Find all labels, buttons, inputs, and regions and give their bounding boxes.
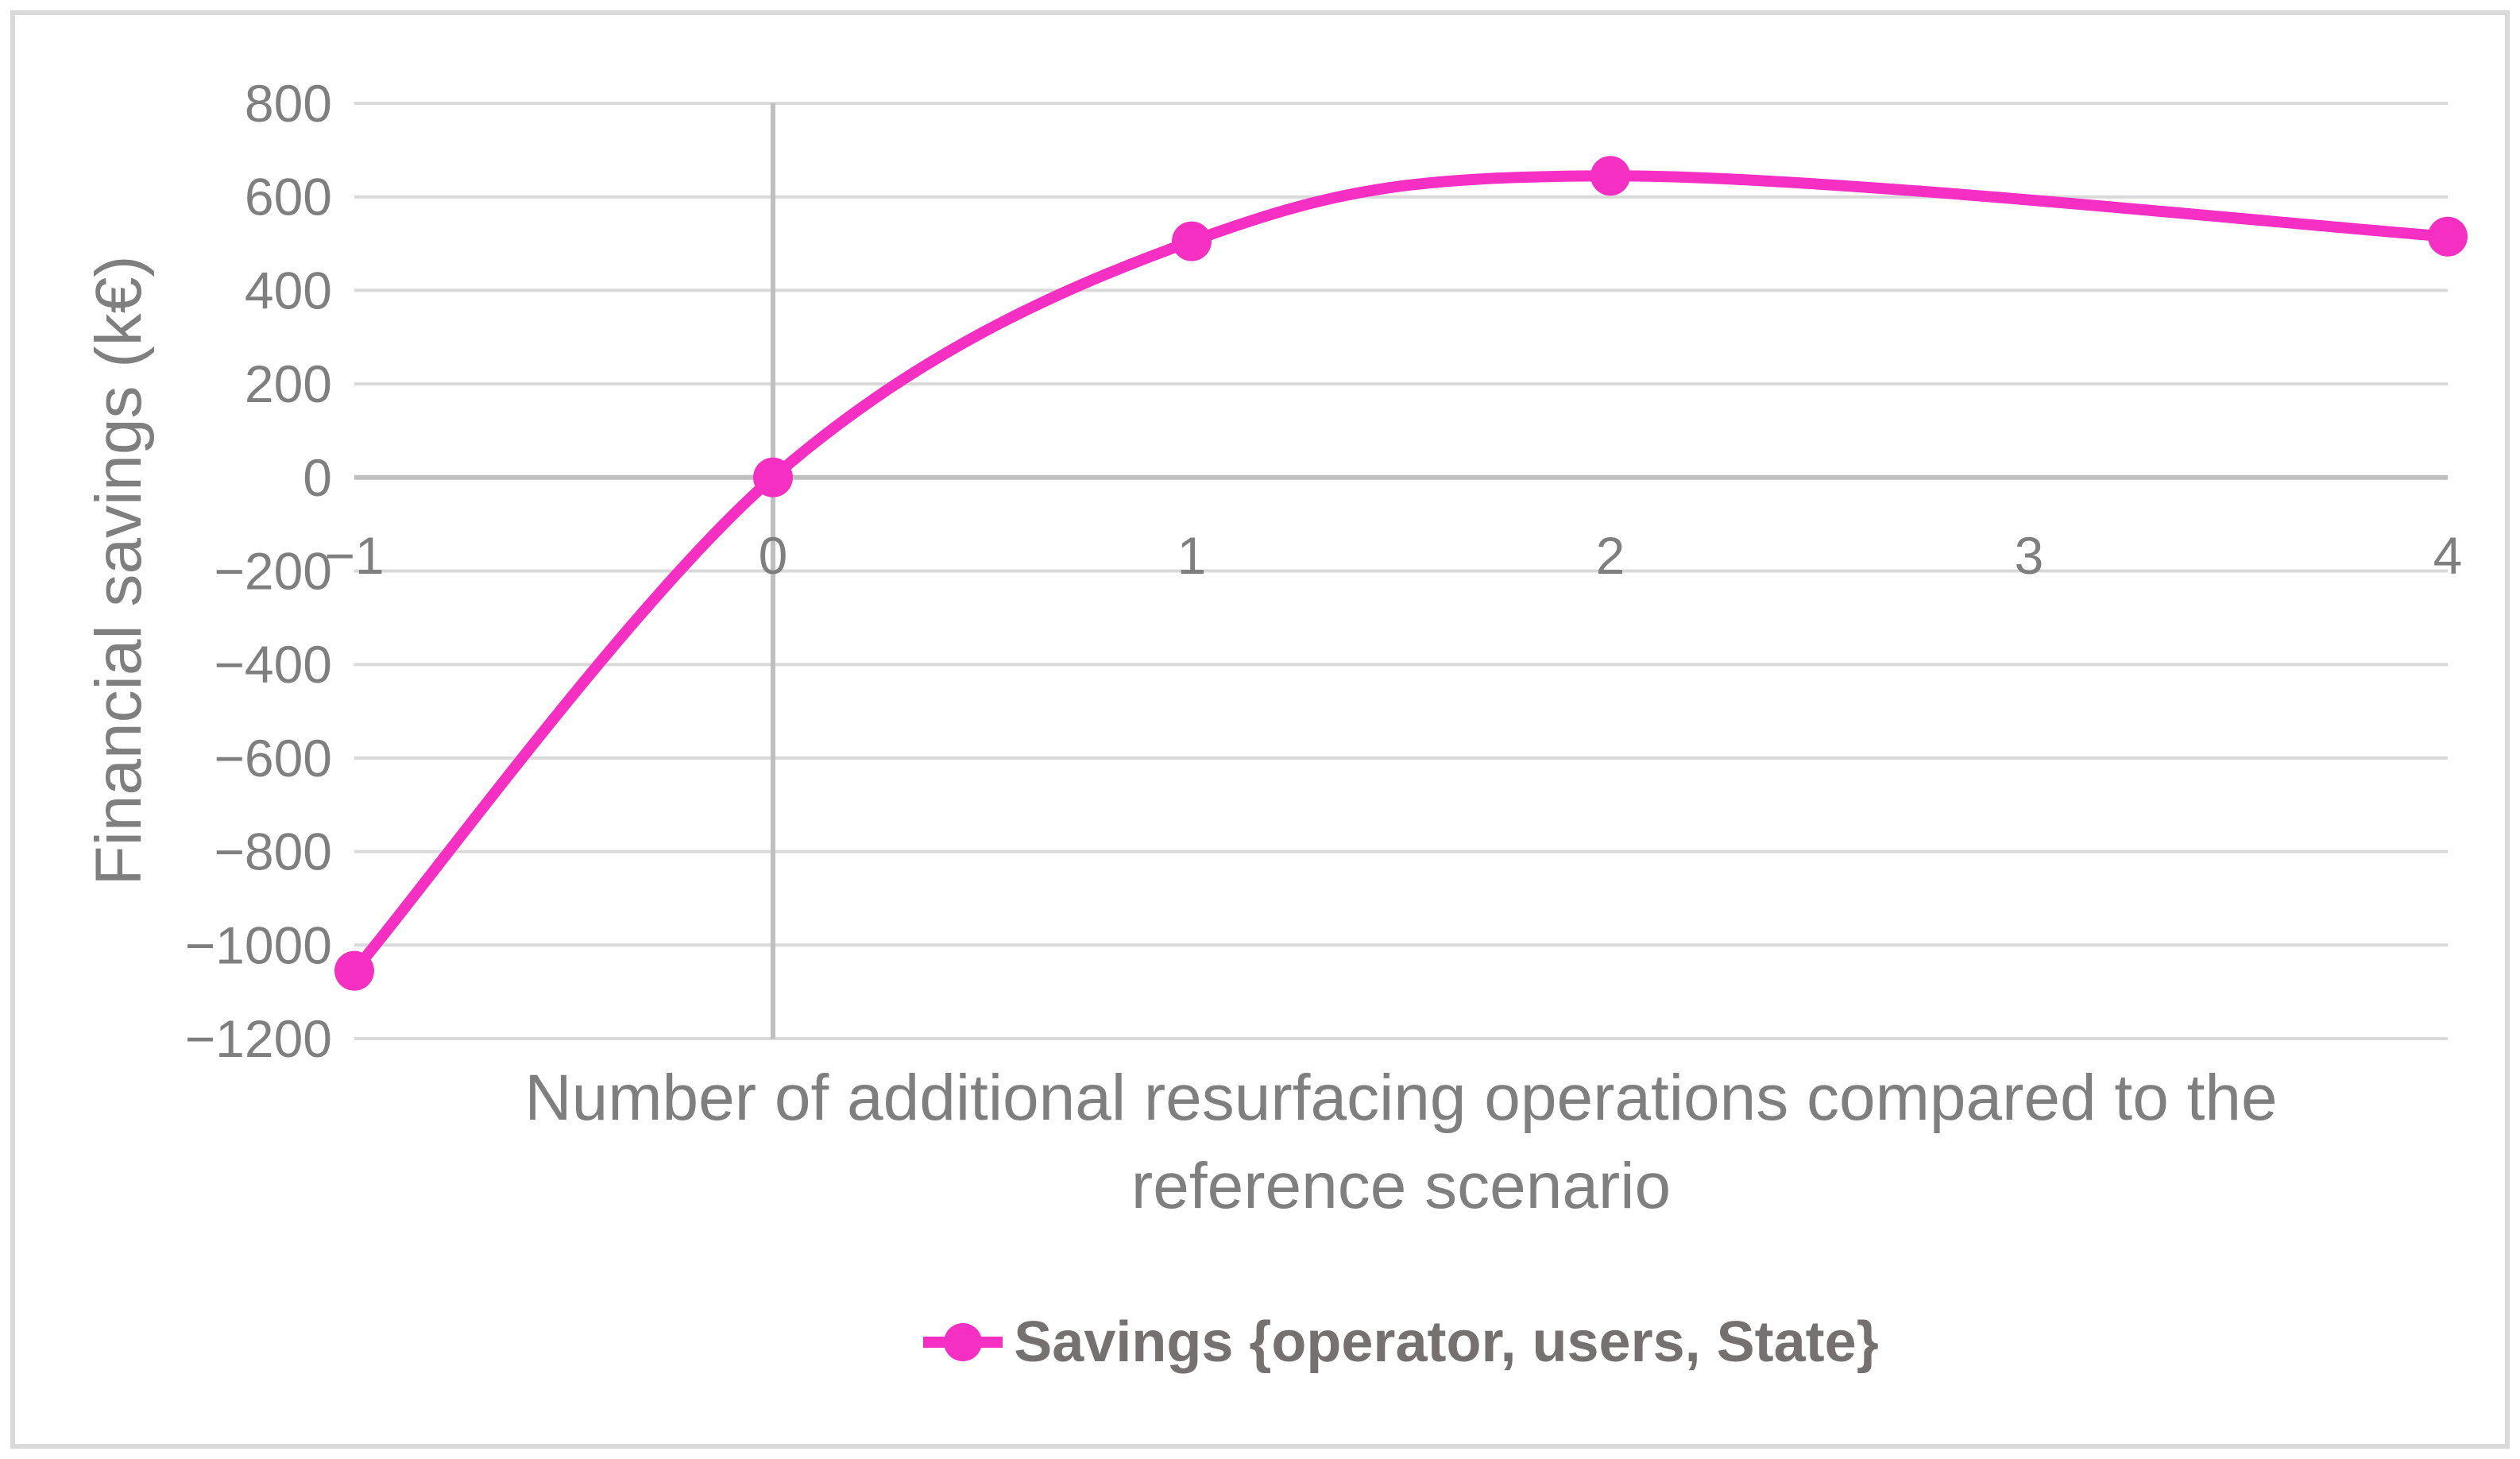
axis-lines-group xyxy=(354,103,2448,1039)
legend: Savings {operator, users, State} xyxy=(354,1310,2448,1375)
x-tick-label: −1 xyxy=(324,526,384,585)
y-tick-label: 800 xyxy=(245,74,332,133)
tick-labels-group: 800 600 400 200 0 −200 −400 −600 −800 −1000 −1200 −… xyxy=(185,74,2463,1068)
y-axis-title: Financial savings (k€) xyxy=(83,255,155,886)
data-point-marker xyxy=(753,457,793,497)
x-tick-label: 2 xyxy=(1596,526,1625,585)
x-axis-title-line-2: reference scenario xyxy=(1131,1150,1672,1222)
y-tick-label: 0 xyxy=(303,448,332,507)
data-point-marker xyxy=(2428,216,2468,257)
legend-series-label: Savings {operator, users, State} xyxy=(1014,1310,1879,1374)
y-tick-label: 400 xyxy=(245,261,332,319)
y-tick-label: −1000 xyxy=(185,915,332,974)
data-point-marker xyxy=(334,950,374,991)
y-tick-label: −800 xyxy=(214,822,332,881)
x-tick-label: 4 xyxy=(2433,526,2463,585)
data-point-marker xyxy=(1590,156,1630,196)
series-group xyxy=(334,156,2468,991)
data-point-marker xyxy=(1172,221,1212,261)
y-tick-label: −400 xyxy=(214,635,332,694)
legend-line-marker-icon xyxy=(923,1323,1003,1361)
x-tick-label: 0 xyxy=(759,526,788,585)
x-tick-label: 3 xyxy=(2015,526,2044,585)
gridlines-group xyxy=(354,102,2448,1040)
x-axis-title-line-1: Number of additional resurfacing operati… xyxy=(524,1062,2278,1134)
y-tick-label: 600 xyxy=(245,168,332,226)
y-tick-label: −200 xyxy=(214,542,332,601)
y-tick-label: −1200 xyxy=(185,1009,332,1068)
y-tick-label: −600 xyxy=(214,729,332,788)
chart-frame-border xyxy=(10,10,2510,1449)
x-tick-label: 1 xyxy=(1177,526,1207,585)
x-axis-title: Number of additional resurfacing operati… xyxy=(354,1054,2448,1230)
y-tick-label: 200 xyxy=(245,354,332,413)
